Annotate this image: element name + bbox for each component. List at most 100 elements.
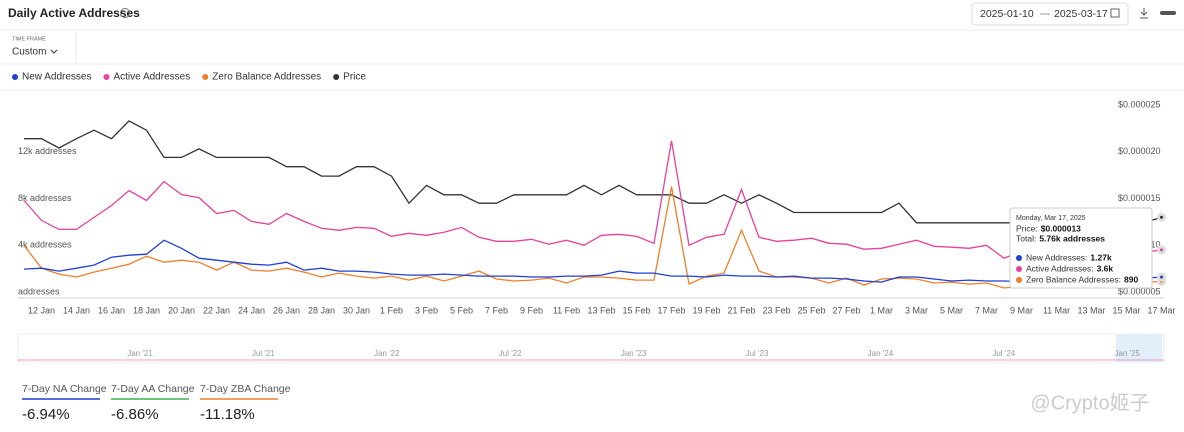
x-tick-label: 22 Jan — [203, 305, 230, 315]
legend-marker[interactable] — [202, 74, 209, 80]
x-tick-label: 1 Mar — [870, 305, 893, 315]
legend-label[interactable]: Price — [343, 72, 366, 83]
date-to[interactable]: 2025-03-17 — [1054, 8, 1108, 20]
legend-marker[interactable] — [12, 74, 18, 80]
navigator-label: Jan '24 — [868, 349, 894, 358]
y-tick-label: 8k addresses — [18, 193, 72, 203]
x-tick-label: 14 Jan — [63, 305, 90, 315]
help-icon[interactable] — [120, 8, 130, 18]
stat-label: 7-Day NA Change — [22, 383, 107, 395]
time-frame[interactable]: Custom — [12, 47, 46, 58]
series-line — [23, 239, 1162, 283]
legend-marker[interactable] — [103, 74, 110, 80]
stat-label: 7-Day AA Change — [111, 383, 195, 395]
tooltip-box — [1009, 207, 1153, 289]
y-tick-label: 12k addresses — [18, 146, 77, 156]
tooltip-row-label: Active Addresses: — [1026, 263, 1094, 273]
tooltip-row-value: 3.6k — [1097, 263, 1114, 273]
x-tick-label: 17 Mar — [1147, 305, 1175, 315]
x-tick-label: 7 Mar — [975, 305, 998, 315]
x-tick-label: 26 Jan — [273, 305, 300, 315]
x-tick-label: 24 Jan — [238, 305, 265, 315]
stat-value: -6.94% — [22, 406, 70, 423]
series-line — [24, 120, 1162, 224]
x-tick-label: 3 Mar — [905, 305, 928, 315]
x-tick-label: 16 Jan — [98, 305, 125, 315]
x-tick-label: 23 Feb — [762, 305, 790, 315]
hover-dot — [1157, 245, 1166, 255]
series-line — [23, 140, 1162, 259]
x-tick-label: 3 Feb — [415, 305, 438, 315]
tooltip-total: 5.76k addresses — [1039, 233, 1105, 243]
tooltip-marker — [1016, 277, 1022, 283]
tooltip-marker — [1016, 255, 1022, 261]
legend-label[interactable]: Zero Balance Addresses — [212, 72, 321, 83]
x-tick-label: 9 Feb — [520, 305, 543, 315]
tooltip-row-value: 890 — [1124, 274, 1138, 284]
x-tick-label: 19 Feb — [692, 305, 720, 315]
navigator-label: Jan '22 — [374, 349, 400, 358]
dropdown-icon[interactable] — [50, 49, 58, 54]
navigator-label: Jul '21 — [252, 349, 275, 358]
y2-tick-label: $0.000020 — [1118, 146, 1161, 156]
legend-label[interactable]: New Addresses — [22, 72, 91, 83]
navigator-label: Jul '24 — [992, 349, 1015, 358]
x-tick-label: 5 Mar — [940, 305, 963, 315]
watermark: @Crypto姬子 — [1030, 391, 1149, 414]
x-tick-label: 12 Jan — [28, 305, 55, 315]
x-tick-label: 18 Jan — [133, 305, 160, 315]
navigator-label: Jul '23 — [746, 349, 769, 358]
hover-dot — [1157, 212, 1166, 222]
y2-tick-label: $0.000005 — [1118, 286, 1161, 296]
x-tick-label: 25 Feb — [797, 305, 825, 315]
tooltip-price-label: Price: — [1016, 223, 1038, 233]
navigator-selection[interactable] — [1116, 334, 1162, 362]
x-tick-label: 11 Feb — [553, 305, 580, 315]
tooltip-marker — [1016, 266, 1022, 272]
x-tick-label: 20 Jan — [168, 305, 195, 315]
x-tick-label: 28 Jan — [308, 305, 335, 315]
y-tick-label: addresses — [18, 286, 60, 296]
date-from[interactable]: 2025-01-10 — [980, 8, 1034, 20]
navigator-label: Jan '23 — [621, 349, 647, 358]
x-tick-label: 1 Feb — [380, 305, 403, 315]
y2-tick-label: $0.000025 — [1118, 99, 1161, 109]
hover-dot — [1157, 272, 1166, 282]
x-tick-label: 15 Mar — [1112, 305, 1140, 315]
navigator-label: Jul '22 — [499, 349, 522, 358]
x-tick-label: 17 Feb — [657, 305, 685, 315]
tooltip-row-label: Zero Balance Addresses: — [1026, 274, 1121, 284]
x-tick-label: 13 Feb — [587, 305, 615, 315]
title: Daily Active Addresses — [8, 6, 140, 20]
legend-marker[interactable] — [333, 74, 340, 80]
tooltip-row-label: New Addresses: — [1026, 252, 1087, 262]
stat-value: -6.86% — [111, 406, 159, 423]
x-tick-label: 13 Mar — [1077, 305, 1105, 315]
x-tick-label: 11 Mar — [1043, 305, 1070, 315]
x-tick-label: 15 Feb — [622, 305, 650, 315]
stat-label: 7-Day ZBA Change — [200, 383, 291, 395]
x-tick-label: 30 Jan — [343, 305, 370, 315]
tooltip-row-value: 1.27k — [1090, 252, 1112, 262]
y-tick-label: 4k addresses — [18, 240, 72, 250]
x-tick-label: 21 Feb — [727, 305, 755, 315]
tooltip-price: $0.000013 — [1041, 223, 1081, 233]
time-frame-label: TIME FRAME — [12, 36, 46, 42]
navigator[interactable] — [17, 333, 1165, 363]
x-tick-label: 9 Mar — [1010, 305, 1033, 315]
navigator-label: Jan '21 — [127, 349, 153, 358]
navigator-label: Jan '25 — [1114, 349, 1140, 358]
download-icon[interactable] — [1140, 8, 1148, 19]
calendar-icon[interactable] — [1110, 8, 1120, 18]
tooltip-total-label: Total: — [1016, 233, 1036, 243]
y2-tick-label: $0.000015 — [1118, 193, 1161, 203]
stat-value: -11.18% — [200, 406, 255, 423]
legend-label[interactable]: Active Addresses — [113, 72, 190, 83]
tooltip-date: Monday, Mar 17, 2025 — [1016, 215, 1086, 222]
x-tick-label: 5 Feb — [450, 305, 473, 315]
x-tick-label: 27 Feb — [832, 305, 860, 315]
series-line — [23, 186, 1162, 289]
x-tick-label: 7 Feb — [485, 305, 508, 315]
